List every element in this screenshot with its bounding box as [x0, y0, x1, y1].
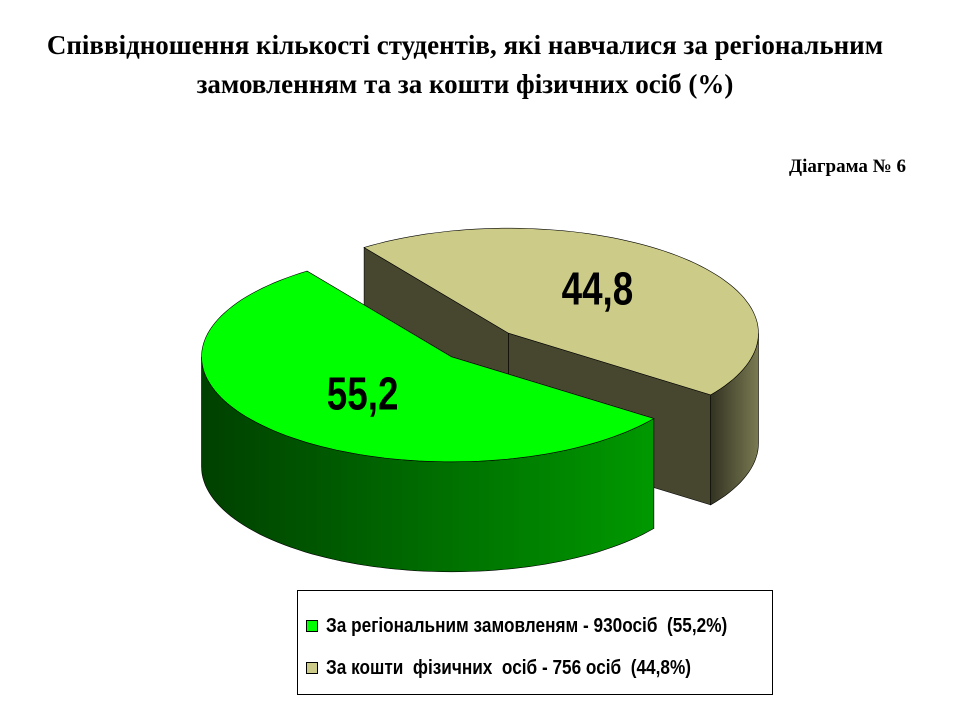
legend-label: За кошти фізичних осіб - 756 осіб (44,8%…: [326, 656, 691, 679]
data-label: 55,2: [327, 368, 399, 420]
legend-swatch: [306, 662, 318, 674]
chart-title: Співвідношення кількості студентів, які …: [46, 30, 884, 99]
slice: [201, 270, 655, 463]
legend-swatch: [306, 620, 318, 632]
legend: За регіональним замовленям - 930осіб (55…: [297, 590, 773, 695]
data-label: 44,8: [562, 263, 634, 315]
legend-item: За кошти фізичних осіб - 756 осіб (44,8%…: [306, 647, 772, 689]
legend-label: За регіональним замовленям - 930осіб (55…: [326, 614, 728, 637]
slice: [363, 227, 759, 396]
chart-subtitle: Діаграма № 6: [789, 156, 906, 177]
legend-item: За регіональним замовленям - 930осіб (55…: [306, 605, 772, 647]
